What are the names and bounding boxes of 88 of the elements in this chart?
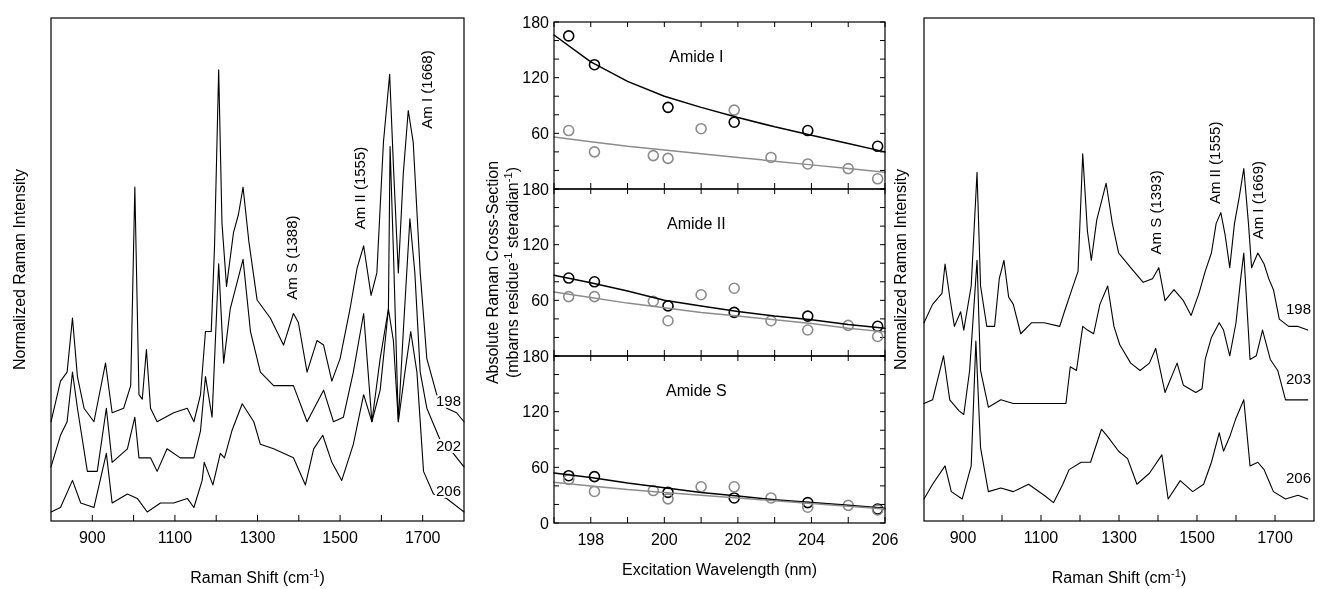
- y-tick-label: 120: [522, 69, 550, 87]
- point: [662, 101, 674, 114]
- point: [562, 473, 575, 486]
- annotation: Am II (1555): [350, 146, 368, 230]
- x-axis-title: Raman Shift (cm$^{-1}$): [1051, 567, 1187, 586]
- point: [588, 58, 601, 71]
- x-tick-label: 1700: [404, 529, 441, 546]
- point: [588, 485, 601, 498]
- x-tick-label: 1100: [157, 529, 193, 546]
- point: [695, 122, 707, 135]
- point: [562, 272, 575, 284]
- text: Amide I: [669, 48, 724, 65]
- y-tick-label: 180: [522, 347, 550, 365]
- point: [588, 146, 601, 158]
- annotation: Am I (1668): [417, 50, 435, 129]
- point: [765, 492, 777, 504]
- series-label: 206: [435, 481, 461, 499]
- point: [695, 288, 707, 301]
- annotation: Am I (1669): [1249, 160, 1267, 240]
- y-tick-label: 180: [522, 13, 550, 31]
- y-tick-label: 120: [522, 236, 550, 254]
- x-axis-title: Raman Shift (cm$^{-1}$): [190, 567, 325, 586]
- point: [695, 481, 707, 493]
- point: [842, 499, 855, 512]
- y-tick-label: 120: [522, 403, 550, 421]
- point: [801, 310, 814, 322]
- x-tick-label: 204: [798, 531, 825, 548]
- x-tick-label: 1100: [1023, 529, 1059, 546]
- point: [588, 275, 601, 288]
- y-tick-label: 180: [522, 180, 550, 198]
- point: [562, 290, 575, 303]
- annotation: Am II (1555): [1206, 121, 1224, 205]
- x-tick-label: 1500: [1179, 529, 1215, 546]
- annotation: Am S (1388): [282, 215, 300, 300]
- point: [662, 493, 674, 505]
- point: [728, 104, 741, 116]
- point: [647, 295, 660, 308]
- x-tick-label: 900: [78, 529, 106, 546]
- point: [662, 300, 674, 312]
- point: [842, 162, 855, 175]
- point: [728, 282, 741, 295]
- annotation: Am S (1393): [1146, 170, 1164, 255]
- y-tick-label: 60: [531, 291, 550, 309]
- point: [562, 469, 575, 482]
- point: [662, 314, 674, 327]
- point: [728, 481, 741, 493]
- series-label: 206: [1285, 468, 1311, 486]
- point: [662, 152, 674, 165]
- point: [647, 484, 660, 497]
- point: [871, 330, 884, 343]
- text: Amide S: [666, 382, 727, 399]
- point: [728, 492, 741, 504]
- point: [871, 320, 884, 333]
- point: [801, 501, 814, 514]
- y-axis-title: Normalized Raman Intensity: [11, 169, 28, 370]
- x-axis-title: Excitation Wavelength (nm): [621, 561, 818, 578]
- text: Amide II: [666, 215, 726, 232]
- x-tick-label: 1700: [1257, 529, 1293, 546]
- series-label: 198: [1285, 300, 1311, 318]
- y-tick-label: 60: [531, 458, 550, 476]
- x-tick-label: 202: [724, 531, 752, 548]
- point: [871, 172, 884, 185]
- point: [801, 124, 814, 137]
- point: [765, 151, 777, 164]
- x-tick-label: 1500: [322, 529, 358, 546]
- point: [647, 149, 660, 162]
- point: [728, 306, 741, 319]
- point: [728, 116, 741, 128]
- point: [662, 486, 674, 499]
- y-tick-label: 0: [540, 514, 550, 532]
- point: [562, 124, 575, 137]
- x-tick-label: 198: [577, 531, 605, 548]
- y-tick-label: 60: [531, 124, 550, 142]
- point: [801, 158, 814, 170]
- point: [871, 140, 884, 153]
- x-tick-label: 1300: [239, 529, 276, 546]
- x-tick-label: 1300: [1101, 529, 1137, 546]
- x-tick-label: 900: [949, 529, 977, 546]
- y-axis-title: Normalized Raman Intensity: [892, 169, 909, 370]
- x-tick-label: 206: [871, 531, 899, 548]
- point: [842, 319, 855, 332]
- point: [588, 470, 601, 483]
- series-label: 203: [1285, 369, 1311, 387]
- point: [588, 290, 601, 303]
- point: [801, 496, 814, 509]
- point: [562, 30, 575, 42]
- point: [801, 324, 814, 336]
- x-tick-label: 200: [650, 531, 678, 548]
